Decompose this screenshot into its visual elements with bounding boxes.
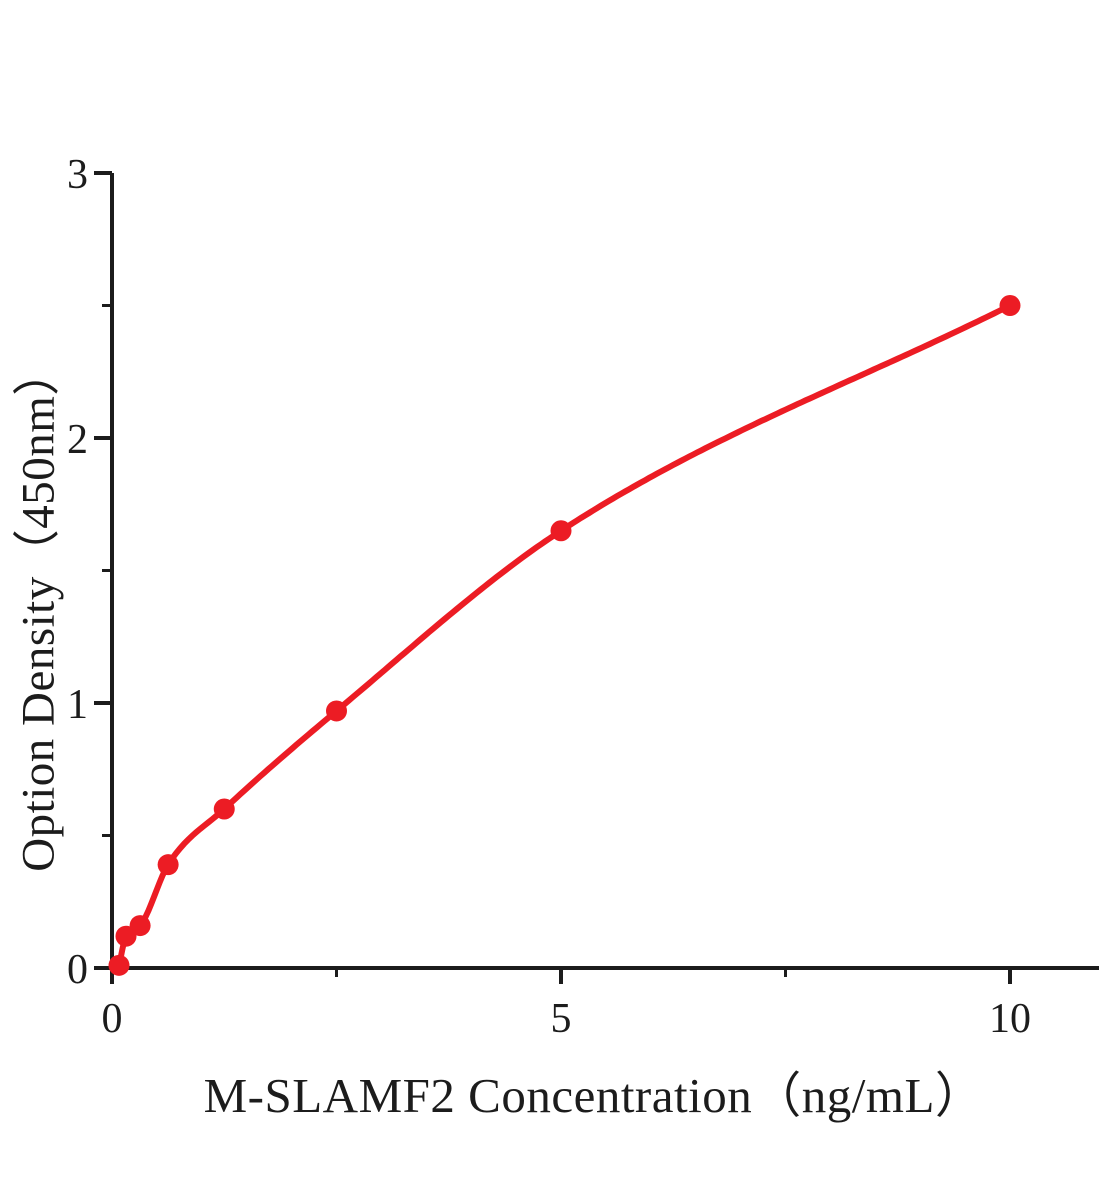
y-axis-title: Option Density（450nm） xyxy=(12,348,65,872)
data-point xyxy=(213,798,235,820)
y-tick-label: 0 xyxy=(67,947,88,993)
data-point xyxy=(129,915,151,937)
x-tick-label: 0 xyxy=(102,996,123,1042)
x-tick-label: 10 xyxy=(989,996,1031,1042)
x-axis-title: M-SLAMF2 Concentration（ng/mL） xyxy=(203,1068,985,1123)
y-tick-label: 2 xyxy=(67,417,88,463)
y-tick-label: 1 xyxy=(67,682,88,728)
x-tick-label: 5 xyxy=(551,996,572,1042)
data-point xyxy=(108,954,130,976)
data-point xyxy=(550,520,572,542)
y-tick-label: 3 xyxy=(67,152,88,198)
fitted-curve xyxy=(116,302,1013,969)
data-point xyxy=(157,854,179,876)
data-point xyxy=(326,700,347,722)
data-point xyxy=(999,295,1021,316)
